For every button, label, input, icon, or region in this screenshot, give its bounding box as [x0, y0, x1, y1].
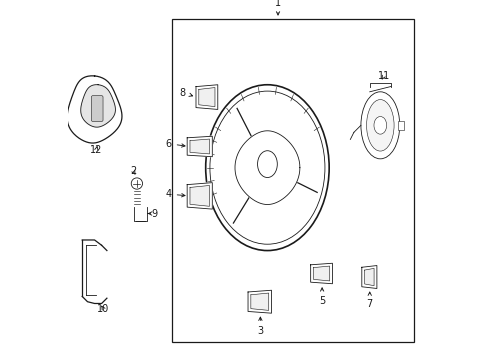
Polygon shape: [364, 268, 373, 286]
Polygon shape: [250, 293, 268, 310]
Polygon shape: [361, 266, 376, 288]
Polygon shape: [247, 290, 271, 313]
Polygon shape: [67, 76, 122, 143]
Text: 10: 10: [97, 304, 109, 314]
Text: 8: 8: [179, 87, 192, 98]
Text: 5: 5: [318, 288, 325, 306]
Ellipse shape: [366, 100, 393, 151]
Text: 4: 4: [165, 189, 184, 199]
Text: 11: 11: [377, 71, 389, 81]
Ellipse shape: [257, 151, 277, 177]
Bar: [397, 121, 404, 130]
Ellipse shape: [131, 178, 142, 189]
Polygon shape: [310, 263, 332, 284]
Polygon shape: [82, 246, 96, 294]
Polygon shape: [187, 183, 212, 209]
Ellipse shape: [360, 92, 399, 159]
Ellipse shape: [205, 85, 328, 251]
Polygon shape: [313, 266, 329, 281]
Text: 7: 7: [366, 292, 372, 309]
Polygon shape: [190, 139, 209, 154]
Text: 2: 2: [130, 166, 136, 176]
Bar: [172, 19, 413, 342]
Polygon shape: [81, 85, 115, 127]
Polygon shape: [199, 87, 215, 107]
Polygon shape: [196, 85, 217, 109]
Text: 3: 3: [257, 317, 263, 336]
Text: 12: 12: [90, 145, 102, 155]
Text: 9: 9: [148, 208, 157, 219]
Polygon shape: [235, 131, 299, 204]
FancyBboxPatch shape: [91, 96, 103, 121]
Polygon shape: [187, 136, 212, 157]
Ellipse shape: [373, 117, 386, 134]
Text: 1: 1: [274, 0, 281, 8]
Text: 6: 6: [165, 139, 184, 149]
Polygon shape: [190, 185, 209, 206]
